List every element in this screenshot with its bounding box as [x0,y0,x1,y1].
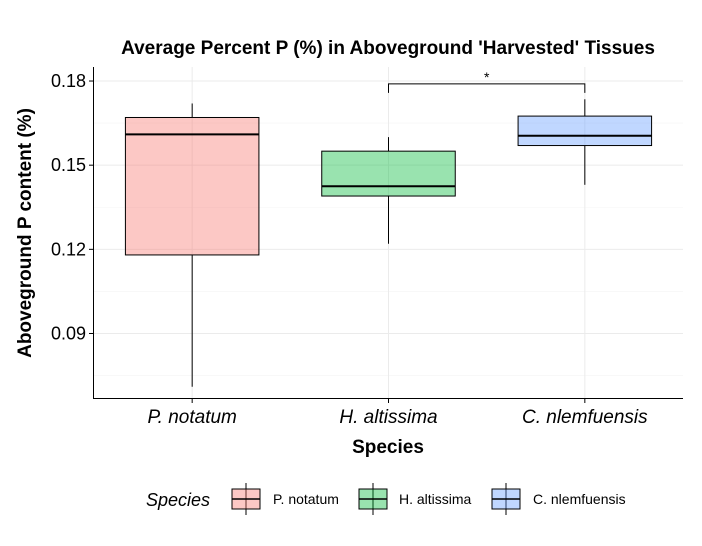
legend-title: Species [146,490,210,510]
chart-title: Average Percent P (%) in Aboveground 'Ha… [121,38,655,59]
box-body [321,150,456,197]
box-3 [517,99,653,185]
significance-label: * [484,69,490,85]
significance-bracket: * [388,69,586,93]
y-axis-ticks: 0.09 0.12 0.15 0.18 [51,71,94,343]
x-tick-label: C. nlemfuensis [522,407,648,428]
y-tick-label: 0.18 [51,71,86,91]
legend-label: C. nlemfuensis [533,491,626,507]
box-2 [321,137,456,244]
box-plots [124,99,653,387]
legend-label: P. notatum [273,491,339,507]
x-axis-title: Species [352,437,424,458]
legend-item-1: P. notatum [231,483,339,515]
y-tick-label: 0.09 [51,323,86,343]
x-tick-label: H. altissima [339,407,437,428]
box-body [124,116,260,256]
y-tick-label: 0.15 [51,155,86,175]
box-1 [124,103,260,387]
y-axis-title: Aboveground P content (%) [15,108,36,358]
box-body [517,115,653,147]
x-axis-ticks: P. notatum H. altissima C. nlemfuensis [147,398,648,428]
y-tick-label: 0.12 [51,239,86,259]
legend-item-3: C. nlemfuensis [491,483,626,515]
significance-line [388,83,586,93]
legend-label: H. altissima [399,491,472,507]
legend: Species P. notatum H. altissima C. nlemfue… [146,483,626,515]
legend-item-2: H. altissima [358,483,472,515]
x-tick-label: P. notatum [147,407,236,428]
